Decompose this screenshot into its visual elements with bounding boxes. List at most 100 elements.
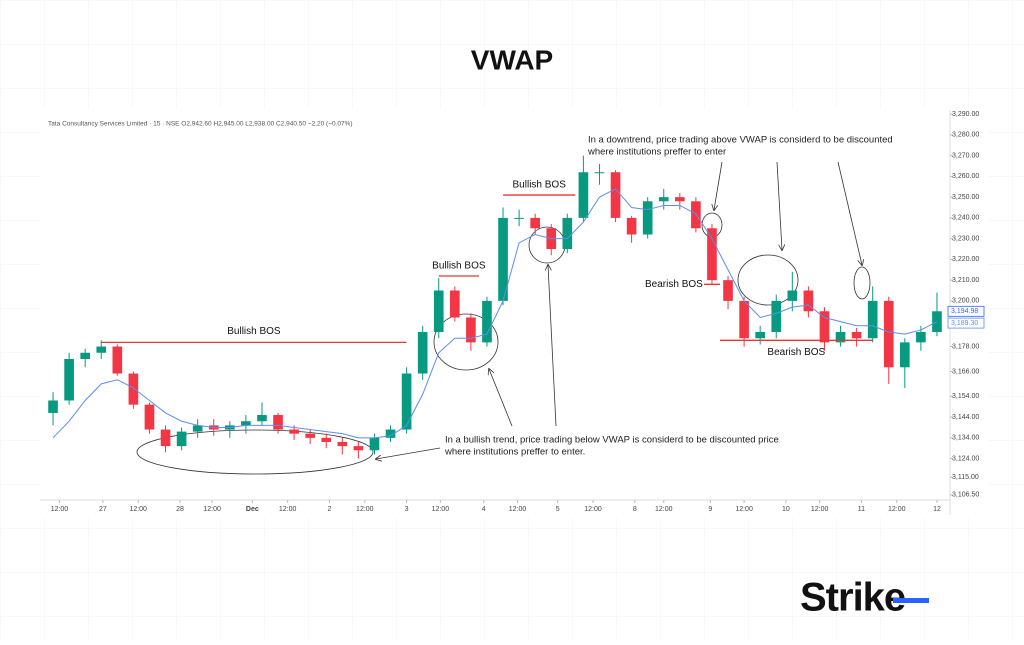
y-tick-label: 3,250.00 [952, 194, 979, 201]
y-tick-label: 3,200.00 [952, 298, 979, 305]
candle-body [466, 317, 476, 343]
x-tick-label: 12:00 [735, 506, 753, 513]
candle-body [450, 290, 460, 318]
candle-body [337, 441, 348, 447]
y-tick-label: 3,260.00 [952, 173, 979, 180]
price-tag [947, 317, 985, 329]
annotation-note: where institutions preffer to enter [587, 147, 726, 158]
bos-label: Bullish BOS [227, 326, 281, 337]
highlight-ellipse [136, 429, 374, 475]
arrow [837, 161, 862, 265]
arrow [489, 369, 513, 427]
y-tick-label: 3,154.00 [952, 393, 979, 400]
x-tick-label: 12:00 [509, 506, 527, 513]
chart-title: VWAP [471, 44, 553, 75]
candle-body [610, 172, 621, 218]
candle-body [369, 437, 380, 451]
y-tick-label: 3,115.00 [952, 474, 979, 481]
x-tick-label: 28 [176, 506, 184, 513]
x-tick-label: 12:00 [811, 506, 829, 513]
vwap-line [52, 188, 938, 439]
price-tag [947, 305, 985, 317]
bos-label: Bearish BOS [767, 347, 825, 358]
brand-accent [893, 598, 929, 603]
y-tick-label: 3,124.00 [952, 455, 979, 462]
candle-body [932, 311, 942, 333]
highlight-ellipse [737, 254, 799, 306]
candle-body [771, 300, 782, 333]
y-tick-label: 3,144.00 [952, 414, 979, 421]
candle-body [626, 217, 637, 235]
x-tick-label: 11 [858, 506, 865, 513]
x-tick-label: 12:00 [356, 506, 374, 513]
x-tick-label: 12:00 [432, 506, 450, 513]
candle-body [675, 197, 685, 202]
candle-body [642, 201, 653, 235]
y-tick-label: 3,178.00 [952, 343, 979, 350]
chart-panel [40, 108, 988, 518]
candle-body [707, 228, 717, 281]
price-tag-label: 3,189.30 [951, 320, 978, 327]
arrow [548, 265, 557, 427]
candle-body [305, 433, 315, 438]
x-tick-label: 12 [933, 506, 941, 513]
candle-body [883, 300, 894, 368]
candle-body [128, 373, 139, 405]
x-tick-label: 5 [556, 506, 560, 513]
candle-body [257, 415, 267, 422]
x-tick-label: 12:00 [203, 506, 221, 513]
bos-label: Bearish BOS [645, 279, 703, 290]
bos-label: Bullish BOS [432, 261, 486, 272]
candle-body [144, 404, 155, 430]
candle-body [755, 332, 765, 339]
arrow [376, 447, 441, 459]
x-tick-label: 27 [99, 506, 107, 513]
annotation-note: where institutions preffer to enter. [444, 447, 585, 458]
x-tick-label: 2 [328, 506, 332, 513]
highlight-ellipse [433, 313, 499, 371]
candle-body [385, 429, 396, 438]
candle-body [321, 437, 332, 442]
x-tick-label: 12:00 [888, 506, 906, 513]
candle-body [739, 300, 749, 339]
candle-body [80, 352, 90, 359]
x-tick-label: 10 [782, 506, 790, 513]
highlight-ellipse [853, 266, 871, 300]
x-tick-label: 9 [708, 506, 712, 513]
candle-body [594, 172, 605, 174]
candle-body [562, 217, 573, 250]
y-tick-label: 3,220.00 [952, 256, 979, 263]
candle-body [96, 346, 107, 353]
candle-body [835, 332, 846, 343]
annotation-note: In a downtrend, price trading above VWAP… [588, 135, 893, 146]
y-tick-label: 3,240.00 [952, 215, 979, 222]
candle-body [498, 217, 508, 301]
x-tick-label: 3 [405, 506, 409, 513]
candle-body [803, 290, 814, 312]
candle-body [176, 431, 187, 447]
candle-body [112, 346, 123, 374]
x-tick-label: 8 [633, 506, 637, 513]
arrow [776, 161, 782, 250]
candle-body [867, 300, 878, 339]
candle-body [289, 429, 299, 434]
chart-subtitle: Tata Consultancy Services Limited · 15 ·… [48, 121, 353, 128]
y-tick-label: 3,280.00 [952, 132, 979, 139]
candle-body [691, 201, 701, 229]
candle-body [401, 373, 412, 430]
candle-body [916, 332, 926, 343]
brand-logo: Strike [800, 576, 905, 620]
candle-body [64, 358, 74, 401]
y-tick-label: 3,210.00 [952, 277, 979, 284]
bos-label: Bullish BOS [513, 180, 567, 191]
y-tick-label: 3,166.00 [952, 368, 979, 375]
candle-body [723, 280, 733, 301]
candle-body [433, 290, 444, 333]
candle-body [417, 332, 428, 374]
y-tick-label: 3,230.00 [952, 235, 979, 242]
candle-body [658, 197, 669, 202]
candle-body [241, 421, 251, 426]
x-tick-label: 4 [482, 506, 486, 513]
candle-body [900, 342, 910, 368]
y-tick-label: 3,270.00 [952, 152, 979, 159]
